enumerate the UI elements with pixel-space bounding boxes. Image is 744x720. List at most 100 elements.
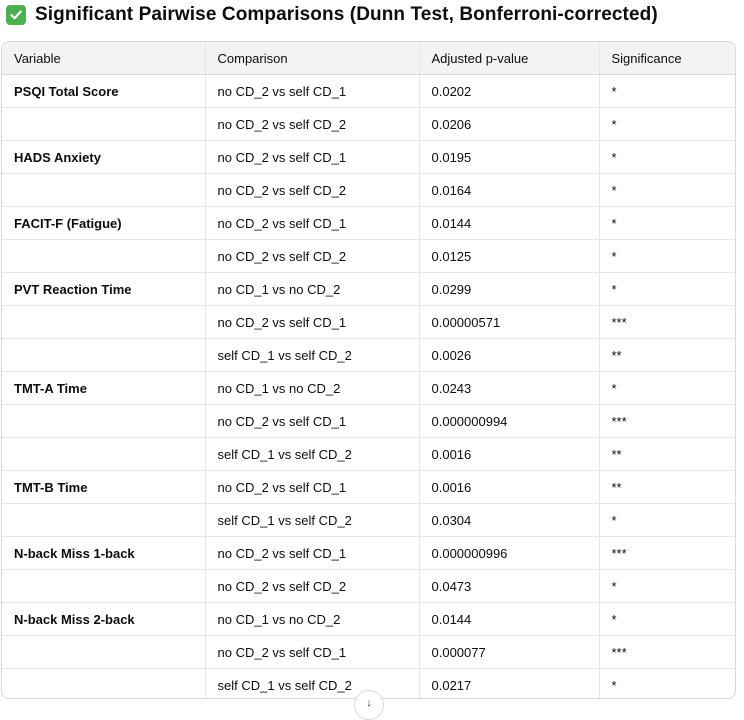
comparisons-table-container: Variable Comparison Adjusted p-value Sig… (1, 41, 736, 699)
cell-comparison: no CD_2 vs self CD_1 (204, 635, 419, 669)
cell-variable: PVT Reaction Time (2, 272, 205, 306)
cell-adjusted-p-value: 0.0144 (418, 602, 599, 636)
cell-adjusted-p-value: 0.0473 (418, 569, 599, 603)
cell-comparison: self CD_1 vs self CD_2 (204, 338, 419, 372)
cell-adjusted-p-value: 0.000077 (418, 635, 599, 669)
cell-comparison: no CD_2 vs self CD_1 (204, 470, 419, 504)
arrow-down-icon: ↓ (366, 697, 372, 709)
cell-variable (2, 173, 205, 207)
cell-comparison: no CD_2 vs self CD_2 (204, 107, 419, 141)
cell-adjusted-p-value: 0.0164 (418, 173, 599, 207)
table-row: PSQI Total Score no CD_2 vs self CD_1 0.02… (2, 74, 735, 108)
cell-adjusted-p-value: 0.0125 (418, 239, 599, 273)
cell-adjusted-p-value: 0.0202 (418, 74, 599, 108)
table-row: N-back Miss 2-back no CD_1 vs no CD_2 0.01… (2, 602, 735, 636)
table-row: self CD_1 vs self CD_2 0.0217 * (2, 668, 735, 698)
cell-significance: * (598, 173, 735, 207)
cell-adjusted-p-value: 0.0016 (418, 470, 599, 504)
cell-variable (2, 635, 205, 669)
cell-comparison: no CD_1 vs no CD_2 (204, 602, 419, 636)
cell-significance: * (598, 239, 735, 273)
cell-adjusted-p-value: 0.00000571 (418, 305, 599, 339)
cell-variable: N-back Miss 2-back (2, 602, 205, 636)
cell-variable: PSQI Total Score (2, 74, 205, 108)
cell-comparison: no CD_2 vs self CD_1 (204, 305, 419, 339)
cell-variable: FACIT-F (Fatigue) (2, 206, 205, 240)
cell-adjusted-p-value: 0.0026 (418, 338, 599, 372)
section-heading: Significant Pairwise Comparisons (Dunn T… (6, 1, 658, 29)
table-row: no CD_2 vs self CD_2 0.0473 * (2, 569, 735, 603)
table-row: self CD_1 vs self CD_2 0.0016 ** (2, 437, 735, 471)
table-row: no CD_2 vs self CD_2 0.0125 * (2, 239, 735, 273)
cell-significance: * (598, 206, 735, 240)
table-row: TMT-A Time no CD_1 vs no CD_2 0.0243 * (2, 371, 735, 405)
table-row: no CD_2 vs self CD_2 0.0206 * (2, 107, 735, 141)
table-row: no CD_2 vs self CD_1 0.000077 *** (2, 635, 735, 669)
cell-variable: N-back Miss 1-back (2, 536, 205, 570)
cell-significance: * (598, 668, 735, 698)
table-row: PVT Reaction Time no CD_1 vs no CD_2 0.029… (2, 272, 735, 306)
cell-significance: * (598, 272, 735, 306)
cell-adjusted-p-value: 0.0016 (418, 437, 599, 471)
header-adjusted-p-value: Adjusted p-value (418, 42, 599, 75)
cell-adjusted-p-value: 0.0206 (418, 107, 599, 141)
cell-comparison: no CD_2 vs self CD_2 (204, 173, 419, 207)
cell-comparison: no CD_1 vs no CD_2 (204, 272, 419, 306)
cell-variable (2, 239, 205, 273)
cell-significance: *** (598, 305, 735, 339)
cell-variable (2, 503, 205, 537)
cell-comparison: no CD_2 vs self CD_1 (204, 74, 419, 108)
cell-significance: * (598, 74, 735, 108)
table-header-row: Variable Comparison Adjusted p-value Sig… (2, 42, 735, 75)
cell-adjusted-p-value: 0.000000996 (418, 536, 599, 570)
table-row: N-back Miss 1-back no CD_2 vs self CD_1 0.… (2, 536, 735, 570)
cell-significance: *** (598, 635, 735, 669)
cell-significance: * (598, 107, 735, 141)
cell-variable (2, 338, 205, 372)
cell-variable (2, 437, 205, 471)
cell-variable (2, 305, 205, 339)
cell-variable: HADS Anxiety (2, 140, 205, 174)
cell-comparison: no CD_2 vs self CD_2 (204, 569, 419, 603)
comparisons-table: Variable Comparison Adjusted p-value Sig… (2, 42, 735, 698)
cell-comparison: self CD_1 vs self CD_2 (204, 503, 419, 537)
cell-significance: ** (598, 338, 735, 372)
cell-comparison: no CD_1 vs no CD_2 (204, 371, 419, 405)
table-row: self CD_1 vs self CD_2 0.0304 * (2, 503, 735, 537)
cell-variable (2, 107, 205, 141)
header-significance: Significance (598, 42, 735, 75)
cell-significance: *** (598, 536, 735, 570)
cell-variable: TMT-A Time (2, 371, 205, 405)
cell-adjusted-p-value: 0.000000994 (418, 404, 599, 438)
cell-variable (2, 404, 205, 438)
table-row: self CD_1 vs self CD_2 0.0026 ** (2, 338, 735, 372)
cell-significance: *** (598, 404, 735, 438)
table-row: TMT-B Time no CD_2 vs self CD_1 0.0016 ** (2, 470, 735, 504)
cell-comparison: no CD_2 vs self CD_1 (204, 140, 419, 174)
scroll-down-button[interactable]: ↓ (354, 690, 384, 720)
cell-variable (2, 668, 205, 698)
cell-comparison: no CD_2 vs self CD_1 (204, 536, 419, 570)
header-comparison: Comparison (204, 42, 419, 75)
cell-significance: * (598, 140, 735, 174)
table-row: HADS Anxiety no CD_2 vs self CD_1 0.0195 * (2, 140, 735, 174)
cell-adjusted-p-value: 0.0144 (418, 206, 599, 240)
cell-comparison: no CD_2 vs self CD_1 (204, 206, 419, 240)
cell-significance: * (598, 371, 735, 405)
cell-adjusted-p-value: 0.0217 (418, 668, 599, 698)
cell-variable (2, 569, 205, 603)
cell-significance: ** (598, 470, 735, 504)
cell-significance: ** (598, 437, 735, 471)
cell-significance: * (598, 602, 735, 636)
section-title: Significant Pairwise Comparisons (Dunn T… (35, 4, 658, 25)
table-row: no CD_2 vs self CD_2 0.0164 * (2, 173, 735, 207)
cell-significance: * (598, 503, 735, 537)
table-row: no CD_2 vs self CD_1 0.000000994 *** (2, 404, 735, 438)
cell-adjusted-p-value: 0.0304 (418, 503, 599, 537)
cell-adjusted-p-value: 0.0243 (418, 371, 599, 405)
cell-comparison: no CD_2 vs self CD_2 (204, 239, 419, 273)
cell-comparison: self CD_1 vs self CD_2 (204, 437, 419, 471)
cell-variable: TMT-B Time (2, 470, 205, 504)
cell-comparison: self CD_1 vs self CD_2 (204, 668, 419, 698)
cell-comparison: no CD_2 vs self CD_1 (204, 404, 419, 438)
